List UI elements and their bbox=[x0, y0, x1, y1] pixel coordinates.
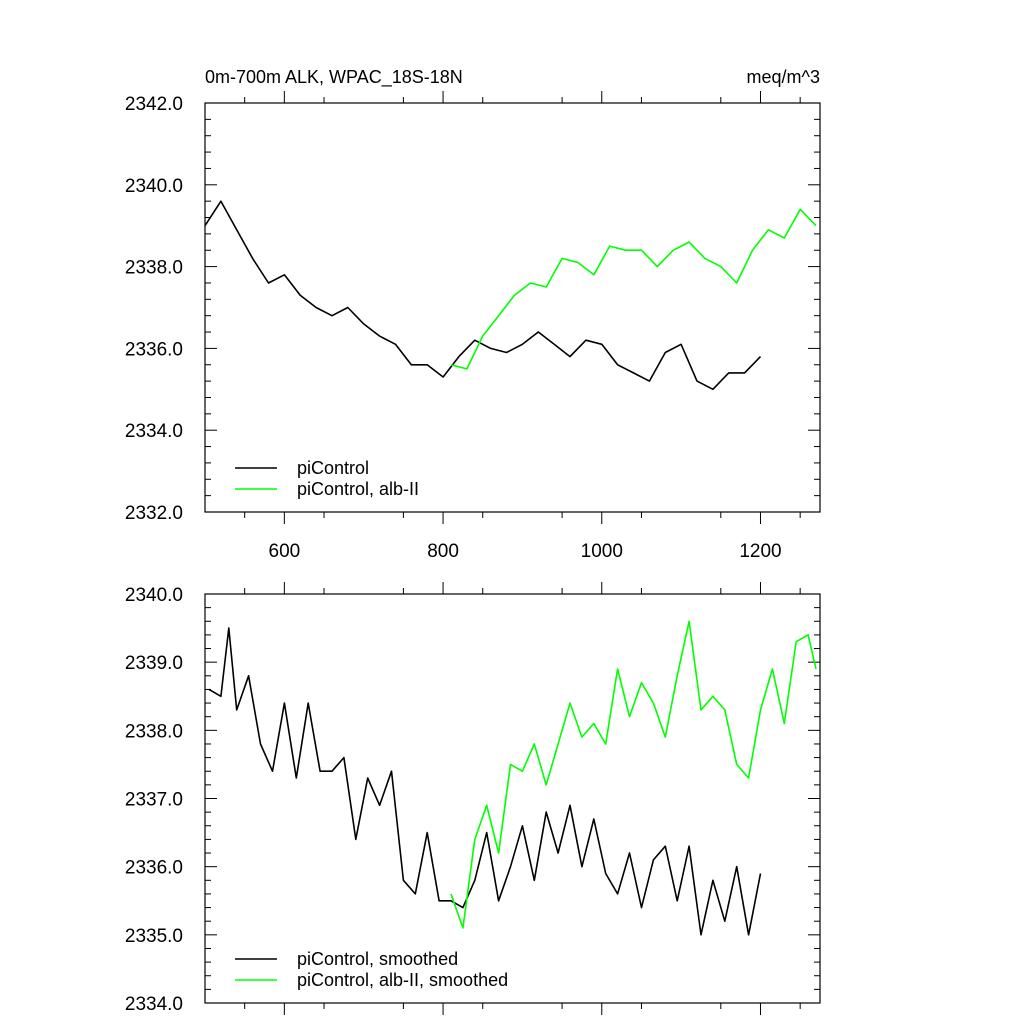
x-tick-label: 1000 bbox=[581, 541, 623, 562]
x-tick-label: 1200 bbox=[739, 541, 781, 562]
y-tick-label: 2340.0 bbox=[125, 176, 183, 197]
y-tick-label: 2338.0 bbox=[125, 258, 183, 279]
chart-title: 0m-700m ALK, WPAC_18S-18N bbox=[205, 67, 463, 88]
legend-label: piControl, alb-II bbox=[297, 479, 419, 499]
plot-frame-0 bbox=[204, 102, 821, 513]
y-tick-label: 2337.0 bbox=[125, 790, 183, 811]
y-tick-label: 2336.0 bbox=[125, 339, 183, 360]
y-tick-label: 2336.0 bbox=[125, 858, 183, 879]
plot-frame-1 bbox=[204, 593, 821, 1004]
y-tick-label: 2334.0 bbox=[125, 994, 183, 1015]
y-tick-label: 2340.0 bbox=[125, 585, 183, 606]
series-line-1 bbox=[450, 208, 817, 370]
x-tick-label: 800 bbox=[427, 541, 459, 562]
legend-label: piControl bbox=[297, 458, 369, 478]
y-tick-label: 2342.0 bbox=[125, 94, 183, 115]
y-tick-label: 2332.0 bbox=[125, 503, 183, 524]
series-line-0 bbox=[204, 200, 762, 391]
x-tick-label: 600 bbox=[269, 541, 301, 562]
y-tick-label: 2334.0 bbox=[125, 421, 183, 442]
chart-units: meq/m^3 bbox=[747, 67, 820, 87]
legend-label: piControl, alb-II, smoothed bbox=[297, 970, 508, 990]
legend-label: piControl, smoothed bbox=[297, 949, 458, 969]
series-line-0 bbox=[208, 627, 762, 936]
y-tick-label: 2335.0 bbox=[125, 926, 183, 947]
series-line-1 bbox=[450, 620, 817, 929]
y-tick-label: 2338.0 bbox=[125, 721, 183, 742]
y-tick-label: 2339.0 bbox=[125, 653, 183, 674]
